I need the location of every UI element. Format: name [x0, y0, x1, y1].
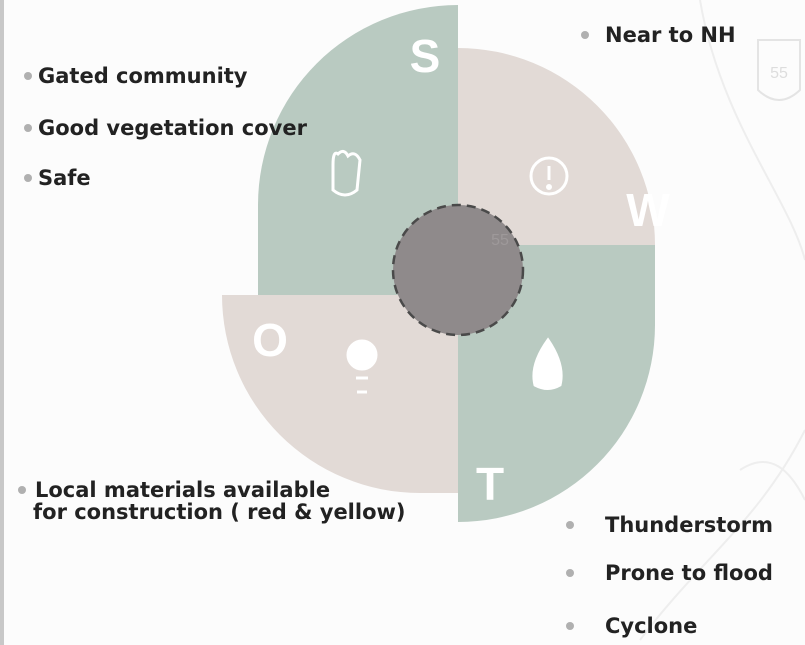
left-border: [0, 0, 4, 645]
opportunities-letter: O: [252, 314, 288, 366]
bulb-icon: [346, 339, 378, 371]
bullet: [566, 521, 574, 529]
list-item: Good vegetation cover: [38, 116, 308, 140]
lists: Gated community Good vegetation cover Safe…: [18, 23, 773, 638]
threats-letter: T: [476, 458, 504, 510]
bullet: [581, 31, 589, 39]
list-item: Prone to flood: [605, 561, 773, 585]
shield-badge: [757, 39, 801, 101]
alert-dot: [546, 184, 552, 190]
center-circle: [391, 203, 525, 337]
list-item: Gated community: [38, 64, 248, 88]
list-item: Thunderstorm: [605, 513, 773, 537]
badge-text: 55: [770, 65, 788, 82]
list-item: Near to NH: [605, 23, 736, 47]
badge-text: 55: [491, 232, 509, 249]
list-item: for construction ( red & yellow): [33, 500, 406, 524]
bullet: [24, 174, 32, 182]
bullet: [566, 569, 574, 577]
strengths-letter: S: [410, 30, 441, 82]
weaknesses-segment: [458, 48, 655, 245]
bullet: [566, 622, 574, 630]
list-item: Cyclone: [605, 614, 697, 638]
alert-icon: [529, 156, 569, 196]
map-lines: [639, 0, 805, 641]
weaknesses-letter: W: [626, 184, 670, 236]
opportunities-segment: [222, 295, 458, 493]
strengths-segment: [258, 5, 458, 295]
fist-icon: [331, 149, 362, 197]
bullet: [18, 486, 26, 494]
bullet: [24, 72, 32, 80]
icons: [331, 149, 569, 394]
list-item: Safe: [38, 166, 91, 190]
flame-icon: [532, 337, 563, 390]
list-item: Local materials available: [35, 478, 330, 502]
bullet: [24, 124, 32, 132]
